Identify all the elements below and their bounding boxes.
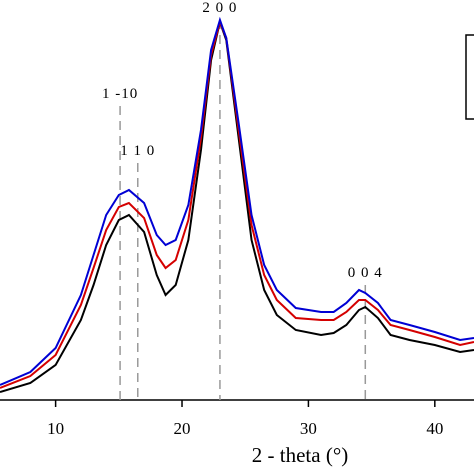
x-tick-label: 40 (426, 419, 443, 438)
x-tick-label: 10 (47, 419, 64, 438)
annotation: 1 1 0 (120, 143, 155, 159)
series-line (0, 18, 474, 393)
x-tick-label: 20 (174, 419, 191, 438)
annotation: 2 0 0 (202, 0, 237, 16)
x-axis-label: 2 - theta (°) (252, 443, 348, 467)
annotation: 0 0 4 (348, 265, 383, 281)
series-line (0, 18, 474, 389)
x-tick-label: 30 (300, 419, 317, 438)
legend-box (465, 34, 474, 120)
annotation: 1 -10 (102, 86, 138, 102)
series-line (0, 16, 474, 386)
